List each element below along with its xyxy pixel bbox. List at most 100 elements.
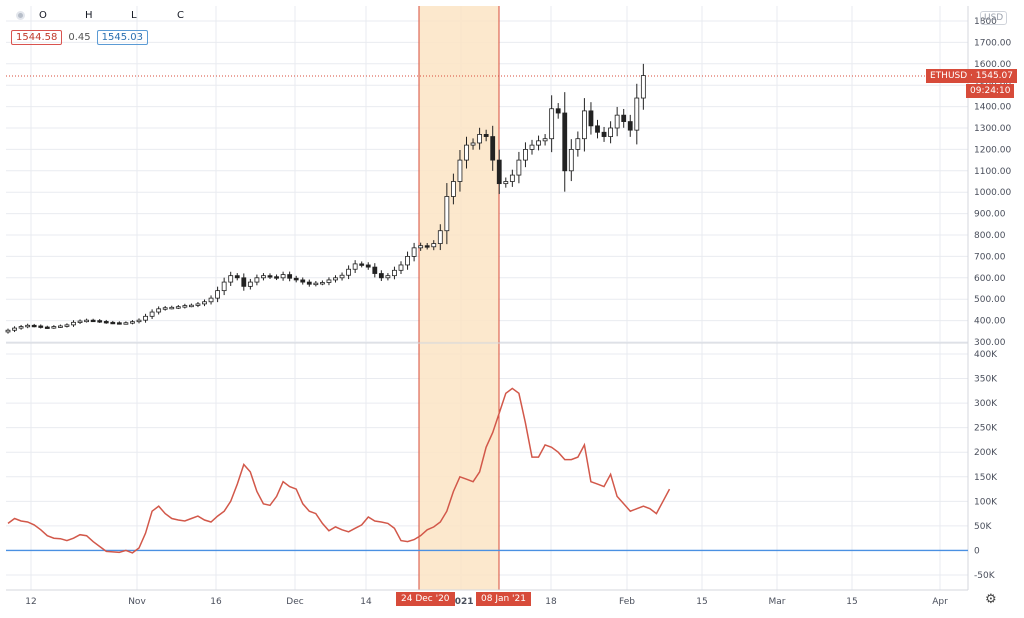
candle-body <box>293 277 299 281</box>
candle-body <box>228 275 234 283</box>
candle-body <box>339 274 345 279</box>
price-axis: 18001700.001600.001500.001400.001300.001… <box>974 17 1011 348</box>
indicator-tick-label: 150K <box>974 473 998 483</box>
candle-body <box>333 277 338 281</box>
candle-body <box>136 319 142 323</box>
candle-body <box>18 326 24 329</box>
candle-body <box>77 320 83 323</box>
settings-gear-icon[interactable]: ⚙ <box>985 592 997 607</box>
candle-body <box>254 277 260 283</box>
candle-body <box>411 247 417 257</box>
currency-button[interactable]: USD <box>980 11 1008 25</box>
candle-body <box>470 142 476 146</box>
price-tick-label: 1600.00 <box>974 60 1011 70</box>
candle-body <box>123 322 129 325</box>
indicator-tick-label: 350K <box>974 375 998 385</box>
countdown-tag: 09:24:10 <box>966 84 1015 98</box>
candle-body <box>313 282 319 286</box>
candle-body <box>51 326 57 329</box>
candle-body <box>156 308 162 313</box>
candle-body <box>149 311 155 317</box>
candle-body <box>516 159 522 176</box>
time-tick-label: 12 <box>25 597 36 607</box>
candle-body <box>555 108 561 114</box>
candle-body <box>143 315 148 321</box>
price-tick-label: 600.00 <box>974 274 1006 284</box>
indicator-tick-label: 300K <box>974 399 998 409</box>
candlestick-series <box>5 63 646 334</box>
candle-body <box>12 327 17 331</box>
candle-body <box>103 321 109 324</box>
candle-body <box>549 108 555 140</box>
candle-body <box>627 121 633 131</box>
candle-body <box>405 255 410 266</box>
candle-body <box>575 138 581 150</box>
candle-body <box>398 264 404 271</box>
candle-body <box>385 275 391 279</box>
time-tick-label: Apr <box>932 597 948 607</box>
candle-body <box>130 321 135 324</box>
candle-body <box>601 131 607 137</box>
candle-body <box>90 319 96 323</box>
candle-body <box>234 275 240 279</box>
candle-body <box>490 136 496 161</box>
candle-body <box>621 114 627 122</box>
ohlc-key-low: L <box>131 10 137 21</box>
candle-body <box>287 274 293 279</box>
time-tick-label: 18 <box>545 597 557 607</box>
candle-body <box>372 266 378 274</box>
price-tick-label: 300.00 <box>974 338 1006 348</box>
value-1: 1544.58 <box>11 30 63 45</box>
candle-body <box>58 325 63 328</box>
candle-body <box>444 196 450 232</box>
indicator-values: 1544.58 0.45 1545.03 <box>11 30 148 45</box>
highlight-range <box>419 6 499 590</box>
time-tick-label: 16 <box>210 597 222 607</box>
candle-body <box>110 321 116 325</box>
time-tick-label: Dec <box>286 597 303 607</box>
candle-body <box>608 127 613 137</box>
candle-body <box>523 148 528 161</box>
candle-body <box>31 324 37 328</box>
price-tick-label: 1300.00 <box>974 124 1011 134</box>
candle-body <box>582 110 587 140</box>
candle-body <box>202 301 207 305</box>
indicator-tick-label: 200K <box>974 448 998 458</box>
time-tick-label: Nov <box>128 597 146 607</box>
candle-body <box>71 321 76 326</box>
candle-body <box>431 243 437 248</box>
price-tick-label: 900.00 <box>974 210 1006 220</box>
indicator-pane <box>6 387 968 554</box>
candle-body <box>450 181 456 197</box>
candle-body <box>392 269 397 277</box>
candle-body <box>162 307 168 310</box>
indicator-tick-label: 250K <box>974 424 998 434</box>
candle-body <box>274 276 279 279</box>
ohlc-legend: O H L C <box>16 10 223 21</box>
candle-body <box>365 264 371 268</box>
candle-body <box>359 263 365 266</box>
candle-body <box>509 174 515 182</box>
candle-body <box>568 148 574 172</box>
candle-body <box>97 320 103 323</box>
indicator-tick-label: 100K <box>974 497 998 507</box>
candle-body <box>319 282 325 285</box>
candle-body <box>588 110 594 127</box>
candle-body <box>5 329 11 333</box>
time-tick-label: Feb <box>619 597 635 607</box>
candle-body <box>536 140 541 146</box>
visibility-dot-icon[interactable] <box>16 11 25 20</box>
value-2: 0.45 <box>68 32 91 43</box>
symbol-price-tag: ETHUSD · 1545.07 <box>926 69 1017 83</box>
candle-body <box>457 159 463 182</box>
candle-body <box>215 290 221 299</box>
candle-body <box>267 275 273 278</box>
candle-body <box>496 159 502 185</box>
candle-body <box>529 144 535 150</box>
time-tick-label: 2021 <box>448 597 473 607</box>
candle-body <box>84 319 89 323</box>
candle-body <box>424 245 430 248</box>
candle-body <box>477 134 483 144</box>
time-tick-label: 14 <box>360 597 372 607</box>
candle-body <box>595 125 600 133</box>
